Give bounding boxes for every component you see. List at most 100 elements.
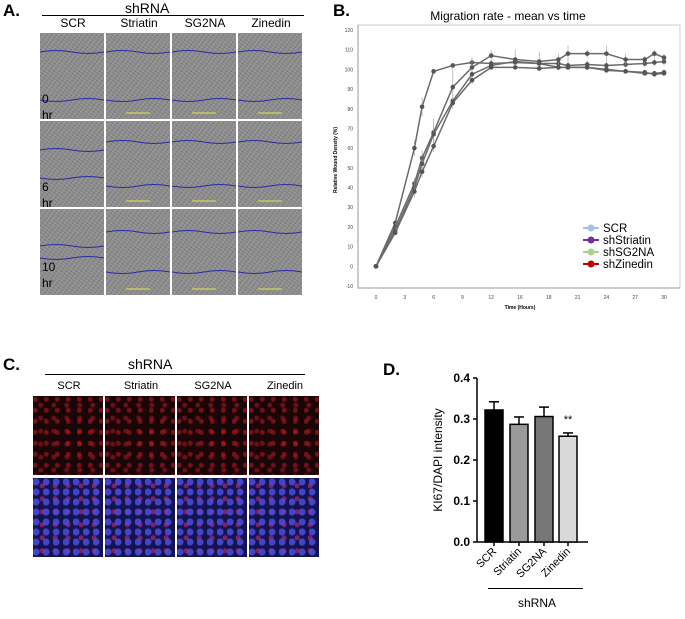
data-point	[488, 65, 494, 70]
ki67-stain-image	[105, 396, 175, 475]
data-point	[584, 51, 590, 56]
data-point	[623, 57, 628, 62]
panel-a-column-header: SG2NA	[184, 16, 226, 30]
y-tick-label: 0.3	[453, 412, 470, 426]
x-tick-label: 0	[375, 295, 378, 301]
panel-c-label: C.	[3, 355, 20, 374]
wound-edge-bottom	[40, 98, 104, 102]
y-tick-label: 50	[347, 166, 353, 172]
ki67-dapi-merge-image	[249, 478, 319, 557]
wound-edge-lines	[106, 140, 170, 202]
data-point	[431, 69, 436, 74]
y-tick-label: 100	[345, 67, 354, 73]
panel-c-group-line	[45, 374, 305, 375]
data-point	[536, 66, 542, 71]
wound-edge-lines	[40, 148, 104, 180]
wound-edge-bottom	[106, 270, 170, 274]
wound-edge-top	[172, 50, 236, 54]
series-shZinedin	[373, 65, 667, 269]
wound-edge-lines	[172, 230, 236, 290]
x-tick-label: 16	[517, 295, 523, 301]
wound-micrograph	[172, 121, 236, 207]
wound-edge-lines	[40, 244, 104, 260]
series-line	[375, 66, 665, 267]
wound-edge-bottom	[238, 184, 302, 188]
data-point	[512, 59, 518, 64]
panel-a-group-label: shRNA	[125, 0, 170, 16]
x-axis-label: Time (Hours)	[505, 305, 536, 311]
data-point	[431, 132, 436, 137]
time-point-label: 0 hr	[42, 92, 53, 122]
legend-marker	[587, 260, 595, 268]
legend-label: shSG2NA	[603, 247, 654, 259]
data-point	[419, 104, 425, 110]
panel-d-group-label: shRNA	[518, 596, 557, 610]
panel-a-group-line	[42, 15, 304, 16]
data-point	[469, 72, 475, 77]
x-tick-label: 18	[546, 295, 552, 301]
data-point	[556, 65, 561, 70]
data-point	[652, 71, 657, 76]
wound-edge-top	[40, 50, 104, 54]
bar-SG2NA	[534, 415, 554, 543]
wound-edge-lines	[238, 50, 302, 114]
x-tick-label: 30	[661, 295, 667, 301]
wound-edge-lines	[106, 230, 170, 290]
wound-edge-bottom	[106, 184, 170, 188]
wound-edge-lines	[172, 140, 236, 202]
wound-edge-top	[106, 50, 170, 54]
panel-c-column-header: SG2NA	[194, 380, 232, 392]
y-axis-label: KI67/DAPI intensity	[431, 408, 445, 511]
data-point	[604, 63, 609, 68]
panel-a-column-header: Striatin	[120, 16, 158, 30]
data-point	[469, 77, 475, 83]
data-point	[431, 143, 436, 149]
wound-edge-top	[172, 140, 236, 144]
data-point	[392, 230, 398, 236]
y-tick-label: 0.4	[453, 371, 470, 385]
wound-edge-top	[40, 148, 104, 152]
panel-c-column-header: Striatin	[123, 380, 159, 392]
wound-edge-bottom	[172, 270, 236, 274]
wound-micrograph	[40, 121, 104, 207]
y-tick-label: 10	[347, 245, 353, 251]
wound-micrograph	[40, 33, 104, 119]
y-tick-label: -10	[346, 284, 353, 290]
panel-b-label: B.	[333, 1, 350, 20]
wound-edge-lines	[40, 50, 104, 102]
x-tick-label: 12	[488, 295, 494, 301]
y-axis-label: Relative Wound Density (%)	[333, 127, 339, 193]
wound-micrograph	[40, 209, 104, 295]
legend-label: shZinedin	[603, 259, 653, 271]
legend-marker	[587, 248, 595, 256]
wound-edge-lines	[238, 230, 302, 290]
data-point	[642, 57, 648, 62]
data-point	[488, 53, 494, 58]
ki67-dapi-merge-image	[33, 478, 103, 557]
wound-edge-bottom	[172, 98, 236, 102]
wound-edge-top	[106, 140, 170, 144]
data-point	[661, 55, 667, 60]
x-tick-label: 3	[403, 295, 406, 301]
wound-edge-lines	[172, 50, 236, 114]
significance-marker: **	[564, 414, 573, 426]
y-tick-label: 70	[347, 126, 353, 132]
data-point	[450, 84, 456, 90]
data-point	[584, 65, 590, 70]
wound-edge-bottom	[238, 270, 302, 274]
panel-d-label: D.	[383, 360, 400, 379]
wound-edge-top	[172, 230, 236, 234]
data-point	[661, 70, 667, 75]
y-tick-label: 0.0	[453, 535, 470, 549]
wound-edge-top	[238, 50, 302, 54]
wound-edge-top	[238, 140, 302, 144]
data-point	[512, 65, 518, 70]
data-point	[469, 65, 475, 70]
wound-micrograph	[238, 121, 302, 207]
wound-edge-bottom	[172, 184, 236, 188]
wound-micrograph	[172, 209, 236, 295]
ki67-dapi-merge-image	[105, 478, 175, 557]
y-tick-label: 80	[347, 107, 353, 113]
x-tick-label: 24	[604, 295, 610, 301]
legend-label: SCR	[603, 223, 627, 235]
